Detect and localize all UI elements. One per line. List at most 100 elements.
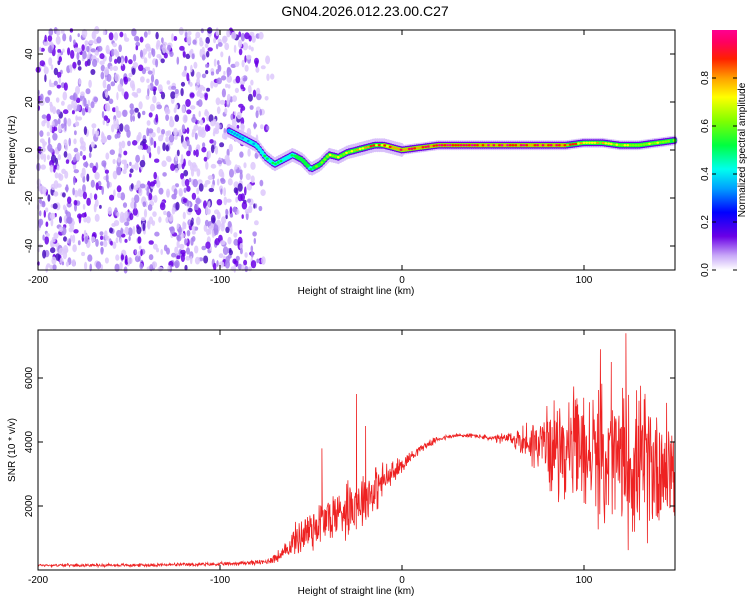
ridge-core [511,144,515,147]
ridge-core [462,144,466,147]
noise-blob [204,93,208,101]
noise-blob [53,126,58,132]
noise-blob [73,199,78,206]
noise-blob [77,66,82,71]
noise-blob [215,122,220,131]
noise-blob [241,59,245,68]
noise-blob [119,238,123,244]
noise-blob [241,201,248,210]
noise-blob [176,56,180,65]
noise-blob [132,207,138,216]
noise-blob [210,144,215,154]
ridge-core [664,140,668,143]
noise-blob [235,75,241,84]
noise-blob [116,132,121,139]
noise-blob [225,208,229,216]
noise-blob [203,255,209,264]
ridge-core [334,155,337,158]
ridge-core [235,133,239,137]
ridge-core [249,141,253,144]
ridge-core [372,144,376,147]
noise-blob [195,31,201,39]
noise-blob [117,83,123,92]
noise-blob [196,216,201,226]
noise-blob [123,33,127,41]
noise-blob [52,106,57,115]
noise-blob [164,107,170,115]
noise-blob [154,158,160,163]
noise-blob [250,175,255,184]
ridge-core [604,142,608,145]
noise-blob [49,212,56,220]
noise-blob [69,34,72,43]
noise-blob [170,163,176,171]
noise-blob [196,168,201,177]
noise-blob [189,92,195,98]
ridge-core [538,144,542,147]
noise-blob [99,60,105,66]
noise-blob [208,114,214,123]
ridge-core [634,144,638,147]
noise-blob [57,124,62,133]
noise-blob [147,87,150,97]
noise-blob [90,236,96,242]
noise-blob [213,224,219,234]
ridge-core [549,144,553,147]
ridge-core [268,159,272,162]
noise-blob [174,167,179,173]
noise-blob [78,190,84,198]
noise-blob [186,199,190,207]
noise-blob [110,48,115,57]
ridge-core [244,138,247,141]
noise-blob [253,237,256,245]
noise-blob [114,263,120,272]
noise-blob [111,222,117,227]
noise-blob [100,64,105,72]
noise-blob [151,261,158,269]
noise-blob [57,118,61,125]
noise-blob [160,91,166,100]
y-tick-label: 20 [24,96,35,108]
noise-blob [226,29,231,38]
ridge-core [252,142,256,145]
noise-blob [60,123,65,129]
noise-blob [217,64,220,70]
noise-blob [193,124,199,131]
noise-blob [100,71,105,80]
noise-blob [216,199,223,206]
ridge-core [555,144,559,147]
noise-blob [133,93,139,98]
noise-blob [50,218,54,227]
noise-blob [198,110,201,118]
ridge-core [467,144,471,147]
noise-blob [195,197,201,205]
noise-blob [209,139,214,144]
noise-blob [202,142,206,149]
noise-blob [244,186,247,196]
noise-blob [85,103,89,109]
noise-blob [57,154,61,161]
noise-blob [115,105,119,114]
noise-blob [106,180,110,189]
noise-blob [208,187,214,193]
noise-blob [129,103,134,110]
noise-blob [143,57,148,64]
noise-blob [247,93,253,102]
noise-blob [80,91,85,97]
ridge-core [653,141,657,145]
noise-blob [167,44,172,51]
noise-blob [116,92,119,101]
noise-blob [139,36,144,43]
ridge-core [489,144,493,147]
noise-blob [40,93,44,101]
noise-blob [149,181,156,187]
noise-blob [102,119,106,126]
noise-blob [150,74,155,83]
noise-blob [76,52,80,61]
noise-blob [216,260,219,267]
ridge-core [246,139,250,143]
noise-blob [175,153,178,162]
x-tick-label: 0 [399,575,405,586]
noise-blob [176,149,180,157]
ridge-core [366,145,370,149]
